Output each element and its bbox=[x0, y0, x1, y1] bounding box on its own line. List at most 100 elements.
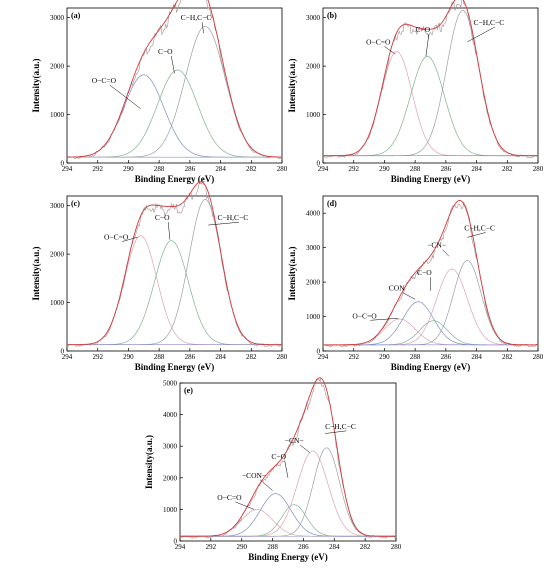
peak-annotation: O−C=O bbox=[352, 311, 377, 320]
chart-panel-1: 294 292 290 288 286 284 282 280 0 1000 2000 3000 Bin… bbox=[31, 0, 288, 184]
raw-spectrum bbox=[322, 201, 539, 348]
peak-annotation: CON bbox=[389, 284, 405, 293]
y-tick-label: 2000 bbox=[306, 279, 321, 287]
y-tick-label: 3000 bbox=[50, 202, 65, 210]
y-axis-title: Intensity(a.u.) bbox=[287, 246, 297, 300]
peak-annotation: C−H,C−C bbox=[217, 213, 248, 222]
raw-spectrum bbox=[179, 377, 397, 539]
y-tick-label: 1000 bbox=[306, 313, 321, 321]
y-tick-label: 4000 bbox=[163, 411, 178, 419]
fitted-envelope bbox=[323, 0, 538, 157]
annotation-pointer bbox=[284, 460, 289, 478]
component-peak bbox=[180, 493, 396, 537]
x-axis-title: Binding Energy (eV) bbox=[135, 174, 215, 184]
peak-annotation: C−H,C−C bbox=[181, 13, 212, 22]
x-tick-label: 292 bbox=[92, 353, 103, 361]
peak-annotation: O−C=O bbox=[104, 233, 129, 242]
x-tick-label: 286 bbox=[441, 353, 452, 361]
x-tick-label: 282 bbox=[502, 165, 513, 173]
chart-panel-3: 294 292 290 288 286 284 282 280 0 1000 2000 3000 Bin… bbox=[31, 180, 288, 372]
component-peak bbox=[180, 450, 396, 537]
x-tick-label: 288 bbox=[267, 543, 278, 551]
x-tick-label: 284 bbox=[471, 353, 482, 361]
y-tick-label: 4000 bbox=[306, 210, 321, 218]
y-tick-label: 2000 bbox=[306, 63, 321, 71]
y-tick-label: 0 bbox=[317, 348, 321, 356]
fitted-envelope bbox=[180, 377, 396, 537]
component-peak bbox=[67, 240, 282, 346]
x-tick-label: 282 bbox=[502, 353, 513, 361]
chart-panel-4: 294 292 290 288 286 284 282 280 0 1000 2000 3000 400… bbox=[287, 195, 544, 372]
component-peak bbox=[67, 199, 282, 346]
x-tick-label: 288 bbox=[410, 165, 421, 173]
y-tick-label: 3000 bbox=[306, 244, 321, 252]
annotation-pointer bbox=[235, 501, 255, 510]
y-tick-label: 1000 bbox=[163, 506, 178, 514]
x-tick-label: 288 bbox=[154, 165, 165, 173]
x-tick-label: 288 bbox=[410, 353, 421, 361]
annotation-pointer bbox=[384, 46, 396, 55]
y-axis-title: Intensity(a.u.) bbox=[144, 435, 154, 489]
y-tick-label: 2000 bbox=[50, 63, 65, 71]
y-axis-title: Intensity(a.u.) bbox=[287, 58, 297, 112]
x-tick-label: 284 bbox=[471, 165, 482, 173]
annotation-pointer bbox=[171, 55, 175, 74]
y-tick-label: 0 bbox=[61, 348, 65, 356]
x-tick-label: 290 bbox=[123, 165, 134, 173]
annotation-pointer bbox=[208, 221, 239, 226]
chart-panel-2: 294 292 290 288 286 284 282 280 0 1000 2000 3000 Bin… bbox=[287, 0, 544, 184]
y-tick-label: 3000 bbox=[50, 14, 65, 22]
plot-frame bbox=[322, 7, 539, 164]
raw-spectrum bbox=[322, 0, 539, 158]
annotation-pointer bbox=[402, 292, 416, 300]
panel-label: (e) bbox=[184, 386, 193, 395]
y-tick-label: 1000 bbox=[50, 111, 65, 119]
y-tick-label: 0 bbox=[317, 160, 321, 168]
component-peak bbox=[180, 447, 396, 537]
peak-annotation: C−O bbox=[155, 213, 170, 222]
component-peak bbox=[323, 56, 538, 157]
x-tick-label: 294 bbox=[62, 165, 73, 173]
y-tick-label: 5000 bbox=[163, 380, 178, 388]
x-tick-label: 292 bbox=[92, 165, 103, 173]
component-peak bbox=[323, 318, 538, 346]
x-tick-label: 282 bbox=[360, 543, 371, 551]
annotation-pointer bbox=[122, 236, 138, 242]
x-tick-label: 292 bbox=[348, 165, 359, 173]
peak-annotation: C−O bbox=[271, 452, 286, 461]
peak-annotation: C−O bbox=[417, 268, 432, 277]
x-tick-label: 280 bbox=[277, 353, 288, 361]
panel-label: (c) bbox=[71, 199, 80, 208]
annotation-pointer bbox=[425, 34, 430, 57]
y-tick-label: 0 bbox=[174, 538, 178, 546]
x-tick-label: 286 bbox=[298, 543, 309, 551]
y-tick-label: 1000 bbox=[50, 299, 65, 307]
x-tick-label: 290 bbox=[379, 165, 390, 173]
plot-frame bbox=[66, 195, 283, 352]
x-axis-title: Binding Energy (eV) bbox=[391, 362, 471, 372]
x-axis-title: Binding Energy (eV) bbox=[248, 552, 328, 562]
component-peak bbox=[323, 51, 538, 157]
x-tick-label: 284 bbox=[329, 543, 340, 551]
y-axis-title: Intensity(a.u.) bbox=[31, 58, 41, 112]
annotation-pointer bbox=[109, 84, 141, 109]
x-tick-label: 292 bbox=[348, 353, 359, 361]
x-tick-label: 282 bbox=[246, 353, 257, 361]
annotation-pointer bbox=[370, 318, 399, 321]
annotation-pointer bbox=[467, 26, 495, 43]
annotation-pointer bbox=[442, 249, 450, 257]
peak-annotation: O−C=O bbox=[92, 76, 117, 85]
x-tick-label: 288 bbox=[154, 353, 165, 361]
fitted-envelope bbox=[66, 0, 283, 158]
x-tick-label: 292 bbox=[206, 543, 217, 551]
annotation-pointer bbox=[259, 479, 273, 491]
x-tick-label: 280 bbox=[533, 165, 544, 173]
x-tick-label: 294 bbox=[318, 353, 329, 361]
peak-annotation: −CN− bbox=[427, 241, 446, 250]
x-tick-label: 290 bbox=[123, 353, 134, 361]
fitted-envelope bbox=[67, 181, 282, 346]
chart-panel-5: 294 292 290 288 286 284 282 280 0 1000 2000 3000 400… bbox=[144, 377, 402, 562]
x-axis-title: Binding Energy (eV) bbox=[391, 174, 471, 184]
x-tick-label: 280 bbox=[391, 543, 402, 551]
